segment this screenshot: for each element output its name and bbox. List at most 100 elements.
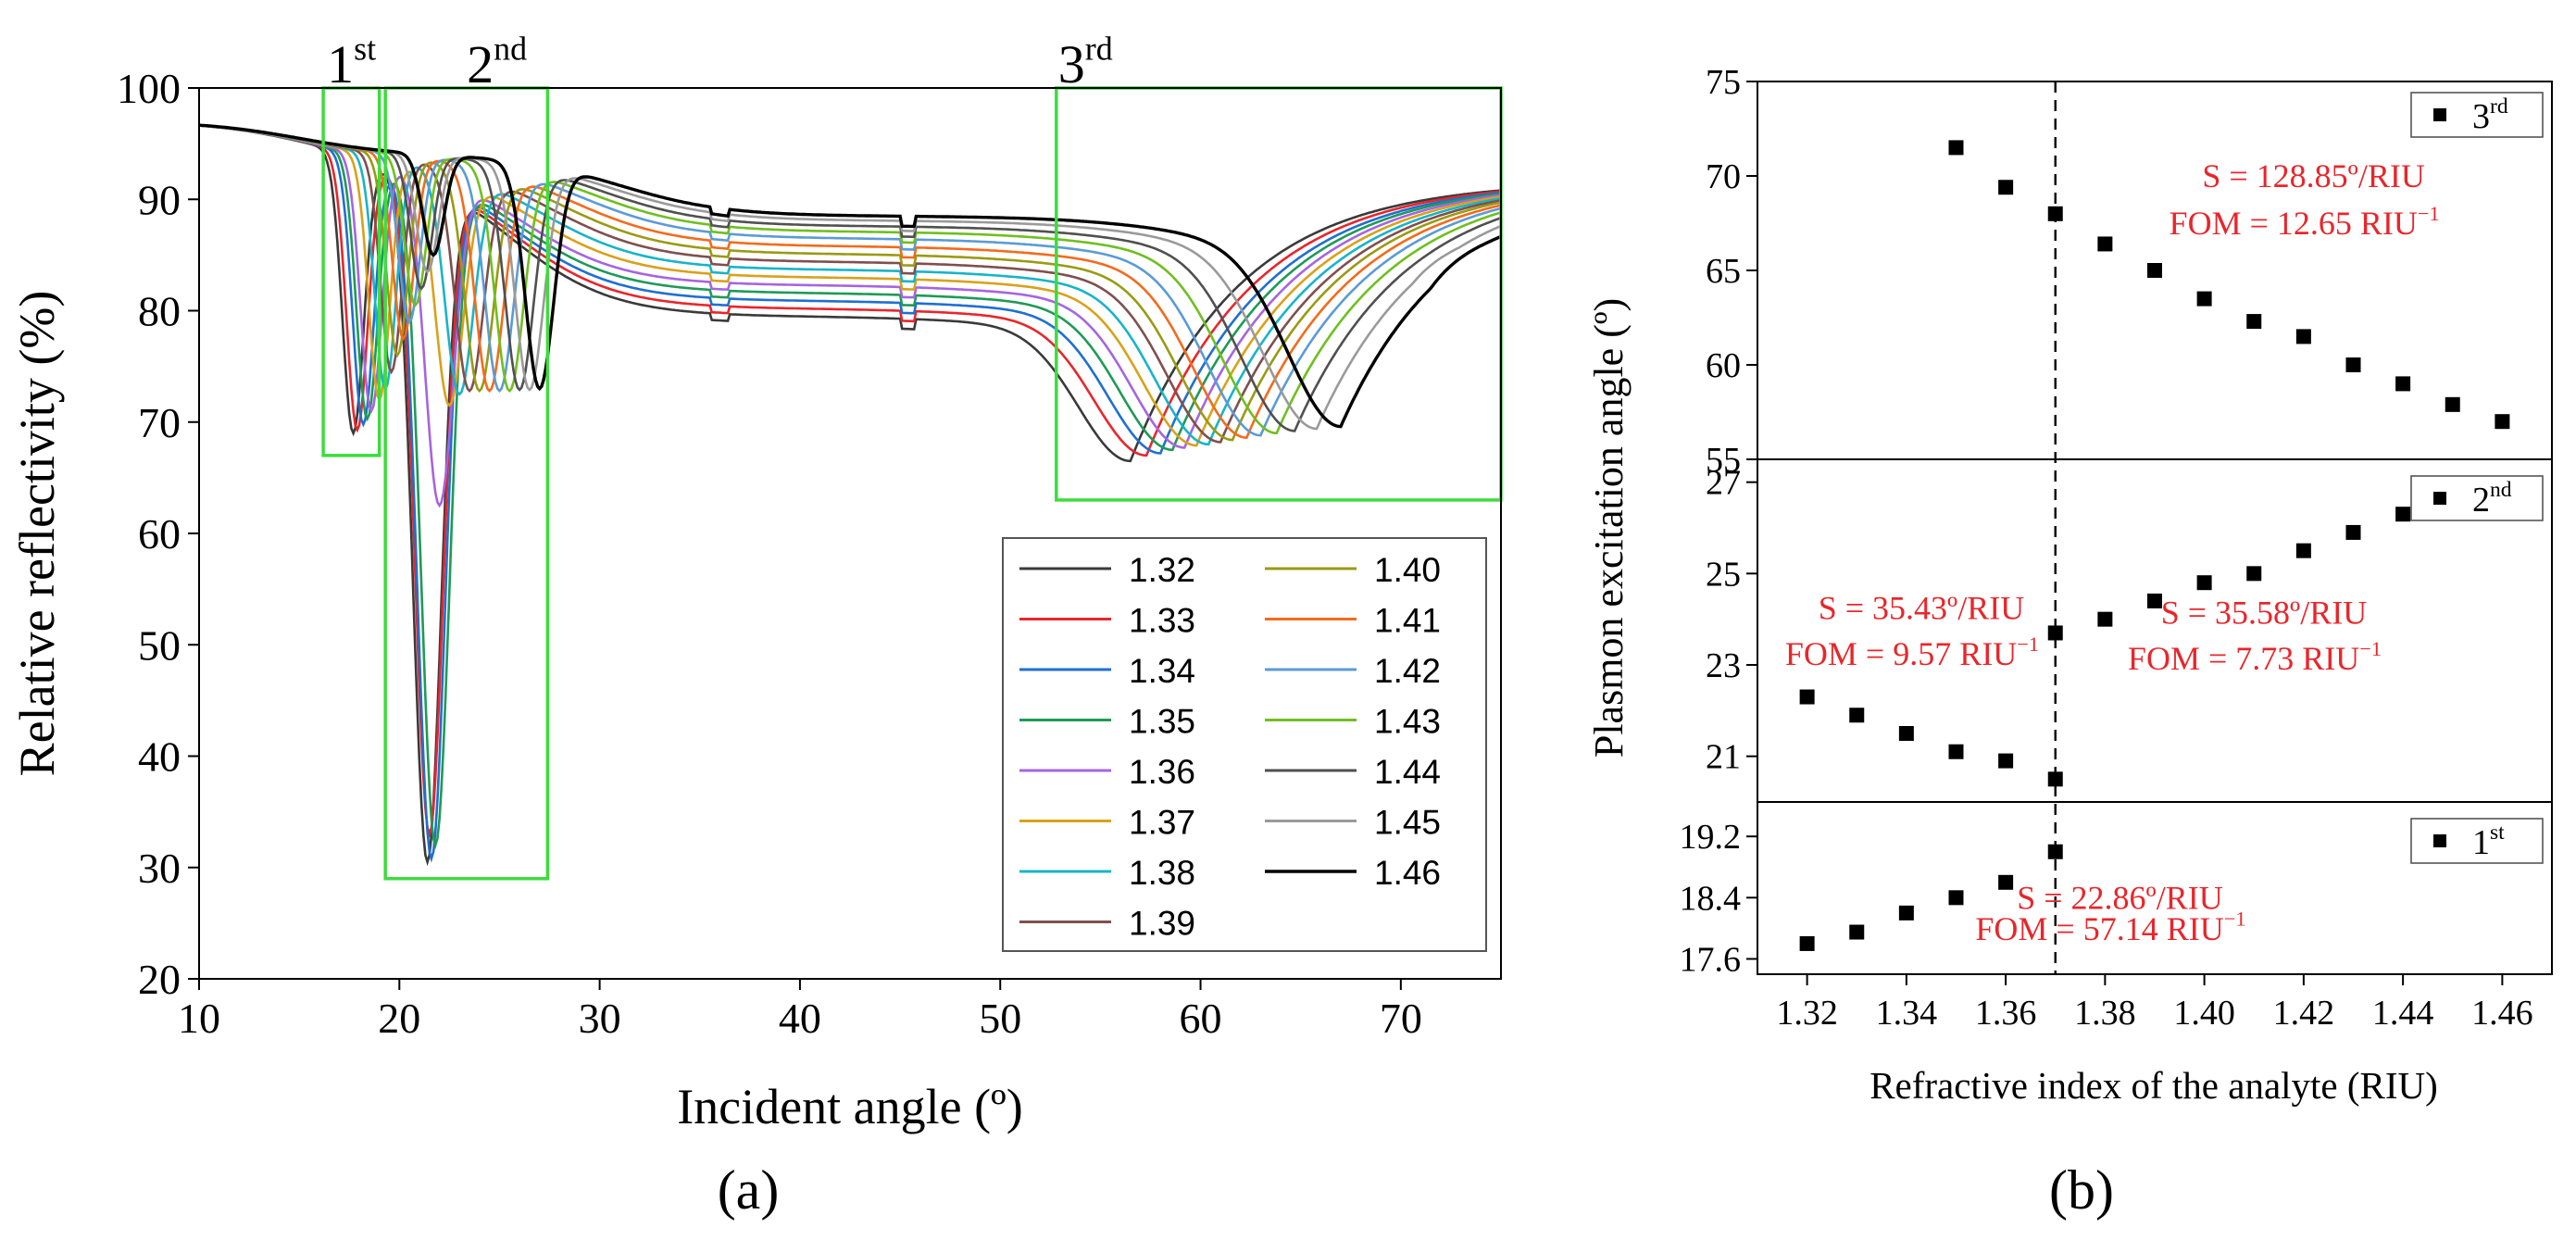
panel-b-point-second [2047, 625, 2063, 641]
panel-a-region-label-1-base: 1 [327, 34, 354, 94]
panel-b-point-second [1849, 708, 1865, 723]
panel-a-legend-label-1-41: 1.41 [1374, 602, 1441, 640]
panel-b-x-tick-label: 1.42 [2273, 994, 2335, 1033]
panel-b-point-second [1998, 753, 2014, 769]
panel-b-annotation-first-sup: −1 [2224, 908, 2246, 931]
panel-b-point-third [1998, 180, 2014, 195]
panel-b-point-first [1948, 890, 1964, 906]
panel-b-point-first [1849, 924, 1865, 940]
panel-b-x-tick-label: 1.38 [2074, 994, 2136, 1033]
panel-b-point-third [2445, 396, 2460, 412]
panel-a-y-tick-label: 50 [138, 621, 181, 669]
panel-a-curve-1-42 [199, 123, 1501, 437]
panel-b-point-third [2246, 314, 2262, 330]
panel-b-point-second [2047, 771, 2063, 787]
panel-b-content: 1.32 1.34 1.36 1.38 1.40 1.42 1.44 1.46 55 60 65 70… [1680, 63, 2552, 1033]
panel-b-annotation-first: FOM = 57.14 RIU−1 [1975, 908, 2245, 947]
panel-b-x-tick-label: 1.46 [2471, 994, 2533, 1033]
panel-b-point-third [2047, 206, 2063, 221]
panel-a-legend-label-1-34: 1.34 [1129, 652, 1195, 690]
panel-b-point-third [2196, 291, 2212, 307]
panel-a-y-tick-label: 90 [138, 176, 181, 223]
panel-b-legend-box-third [2410, 92, 2544, 138]
panel-a-region-label-3-base: 3 [1058, 34, 1085, 94]
panel-a-legend-box [1002, 537, 1487, 952]
panel-a-legend-label-1-42: 1.42 [1374, 652, 1441, 690]
panel-a-region-label-1-sup: st [354, 31, 376, 68]
panel-b-legend-label-third-sup: rd [2490, 94, 2508, 119]
panel-a-x-tick-label: 40 [779, 995, 821, 1042]
panel-b-legend-box-first [2410, 818, 2544, 864]
panel-b-point-third [2147, 263, 2162, 278]
panel-a-y-tick-label: 60 [138, 510, 181, 557]
panel-b-subplot-third: 55 60 65 70 75 3rd S = 128.85º/RIU FOM = 12.65 … [1706, 63, 2544, 480]
panel-b-axes-frame [1757, 81, 2553, 975]
panel-a-y-tick-label: 100 [117, 65, 181, 112]
panel-a-legend-label-1-32: 1.32 [1129, 551, 1195, 589]
panel-a-legend-label-1-43: 1.43 [1374, 703, 1441, 741]
panel-b-legend-marker-first [2433, 834, 2446, 847]
panel-b-annotation-first: S = 22.86º/RIU [2017, 880, 2223, 917]
panel-a-legend: 1.32 1.33 1.34 1.35 1.36 1.37 1.38 1.39 1.40 1.41… [1002, 537, 1487, 952]
panel-b-point-third [2295, 329, 2311, 344]
panel-b-excitation-angle-chart: 1.32 1.34 1.36 1.38 1.40 1.42 1.44 1.46 55 60 65 70… [1586, 63, 2553, 1221]
panel-b-y-tick-label: 25 [1706, 555, 1741, 594]
panel-a-curve-1-41 [199, 123, 1501, 439]
panel-b-annotation-second-sup: −1 [2359, 637, 2382, 660]
panel-b-point-second [1948, 744, 1964, 759]
panel-a-y-tick-label: 40 [138, 733, 181, 781]
panel-b-point-second [2147, 593, 2162, 608]
panel-b-annotation-third: S = 128.85º/RIU [2202, 157, 2425, 194]
panel-a-curve-1-46 [199, 123, 1501, 429]
panel-b-annotation-second: FOM = 7.73 RIU−1 [2128, 637, 2382, 677]
panel-b-point-second [2395, 507, 2411, 522]
panel-a-curve-1-38 [199, 124, 1501, 446]
panel-a-y-tick-label: 70 [138, 399, 181, 446]
panel-b-y-tick-label: 21 [1706, 738, 1741, 777]
panel-b-point-third [2097, 236, 2113, 252]
panel-a-legend-label-1-44: 1.44 [1374, 753, 1441, 791]
panel-b-legend-label-second-base: 2 [2472, 481, 2490, 520]
panel-a-curves [199, 123, 1501, 867]
panel-a-legend-label-1-38: 1.38 [1129, 854, 1195, 892]
panel-b-point-second [2196, 575, 2212, 591]
panel-a-x-tick-label: 70 [1380, 995, 1422, 1042]
panel-a-x-axis-label: Incident angle (º) [677, 1079, 1023, 1134]
panel-b-annotation-second-base: FOM = 7.73 RIU [2128, 640, 2359, 677]
panel-b-y-tick-label: 75 [1706, 63, 1741, 102]
panel-a-region-labels: 1st 2nd 3rd [327, 31, 1113, 94]
panel-b-annotation-third: FOM = 12.65 RIU−1 [2170, 202, 2440, 242]
panel-b-legend-label-first-base: 1 [2472, 823, 2490, 862]
panel-a-region-label-3: 3rd [1058, 31, 1113, 94]
panel-b-point-second [2246, 566, 2262, 582]
panel-b-y-tick-label: 60 [1706, 346, 1741, 385]
panel-b-x-tick-label: 1.34 [1876, 994, 1938, 1033]
panel-b-y-tick-label: 17.6 [1680, 940, 1742, 979]
panel-b-point-second [1799, 689, 1815, 705]
panel-a-region-label-3-sup: rd [1085, 31, 1113, 68]
panel-a-x-tick-label: 50 [979, 995, 1021, 1042]
panel-b-point-third [2395, 376, 2411, 392]
panel-b-legend-box-second [2410, 475, 2544, 521]
panel-a-legend-label-1-35: 1.35 [1129, 703, 1195, 741]
panel-a-legend-label-1-39: 1.39 [1129, 905, 1195, 943]
panel-b-legend-marker-third [2433, 108, 2446, 121]
panel-b-annotation-second: FOM = 9.57 RIU−1 [1785, 633, 2039, 672]
panel-b-caption: (b) [2049, 1159, 2114, 1221]
panel-b-annotation-third-base: FOM = 12.65 RIU [2170, 205, 2418, 242]
panel-a-y-tick-label: 30 [138, 845, 181, 892]
panel-b-annotation-second-base: FOM = 9.57 RIU [1785, 635, 2017, 672]
panel-b-point-first [2047, 844, 2063, 859]
panel-a-region-label-1: 1st [327, 31, 376, 94]
panel-a-region-label-2-sup: nd [494, 31, 527, 68]
panel-b-legend-label-third-base: 3 [2472, 97, 2490, 136]
panel-b-legend-label-second-sup: nd [2490, 478, 2512, 502]
panel-a-legend-label-1-37: 1.37 [1129, 804, 1195, 842]
panel-b-point-second [1898, 726, 1914, 741]
panel-a-x-tick-label: 30 [579, 995, 621, 1042]
panel-b-annotation-third-sup: −1 [2418, 202, 2440, 225]
